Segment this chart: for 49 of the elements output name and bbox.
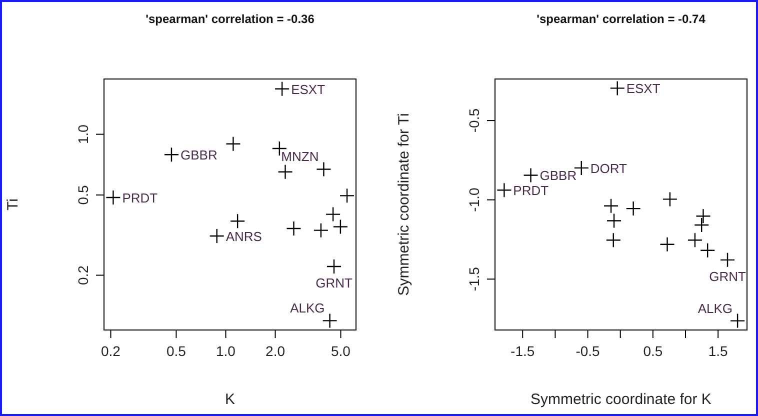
data-label: ESXT <box>626 81 660 96</box>
data-label: ALKG <box>290 300 325 316</box>
y-axis-title: Symmetric coordinate for Ti <box>395 113 412 296</box>
x-tick-label: 1.5 <box>708 343 728 359</box>
point <box>606 232 621 248</box>
x-axis-title: Symmetric coordinate for K <box>530 391 712 408</box>
data-label: ANRS <box>226 229 262 244</box>
point <box>496 182 512 198</box>
point <box>662 192 678 207</box>
y-tick-label: 0.5 <box>75 185 91 205</box>
data-label: GRNT <box>709 268 746 284</box>
point <box>720 252 736 268</box>
data-label: DORT <box>590 160 628 176</box>
x-tick-label: -1.5 <box>510 343 535 359</box>
x-axis-title: K <box>224 391 236 408</box>
chart-title: 'spearman' correlation = -0.36 <box>144 12 316 26</box>
data-label: MNZN <box>281 149 319 164</box>
point <box>696 208 711 224</box>
y-tick-label: -1.5 <box>466 266 482 292</box>
x-tick-label: -0.5 <box>576 343 600 359</box>
point <box>694 217 710 233</box>
x-tick-label: 0.2 <box>101 343 121 359</box>
x-tick-label: 2.0 <box>266 343 286 359</box>
data-label: ALKG <box>698 300 733 316</box>
data-label: GBBR <box>540 168 577 184</box>
point <box>626 200 641 216</box>
y-axis-title: Ti <box>4 198 22 210</box>
y-tick-label: 1.0 <box>75 124 91 144</box>
y-tick-label: 0.2 <box>75 265 91 285</box>
point <box>687 232 703 248</box>
chart-title: 'spearman' correlation = -0.74 <box>536 12 706 26</box>
y-tick-label: -0.5 <box>466 108 482 133</box>
point <box>700 242 716 258</box>
x-tick-label: 0.5 <box>166 343 186 359</box>
point <box>603 198 619 214</box>
data-label: PRDT <box>122 190 158 206</box>
point <box>660 236 675 252</box>
point <box>523 168 538 183</box>
data-label: PRDT <box>513 183 549 198</box>
data-label: GBBR <box>180 148 218 163</box>
point <box>610 80 625 96</box>
point <box>606 213 622 228</box>
data-label: ESXT <box>291 82 326 97</box>
x-tick-label: 0.5 <box>643 343 663 359</box>
y-tick-label: -1.0 <box>466 188 482 212</box>
x-tick-label: 1.0 <box>216 343 236 359</box>
data-label: GRNT <box>316 275 352 290</box>
x-tick-label: 5.0 <box>331 343 351 359</box>
point <box>730 313 746 328</box>
